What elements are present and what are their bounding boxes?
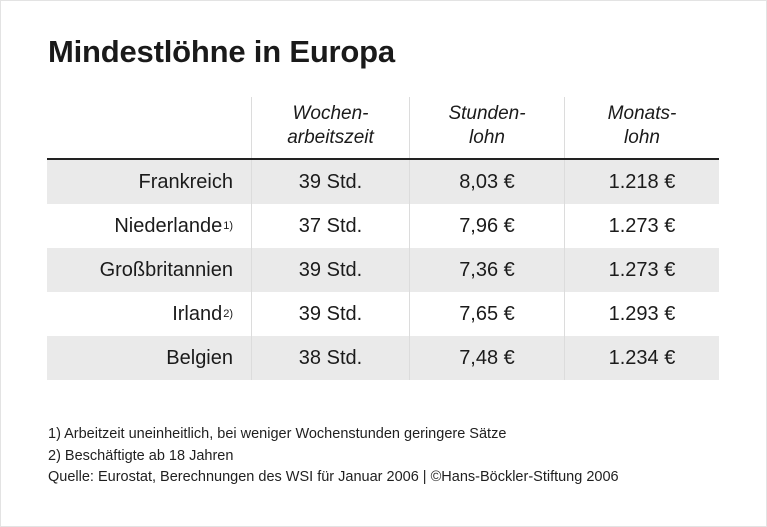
- footnote-2: 2) Beschäftigte ab 18 Jahren: [48, 447, 234, 464]
- table-row: Großbritannien 39 Std. 7,36 €1.273 €: [47, 248, 719, 292]
- weekly-hours-value: 39 Std.: [251, 292, 409, 336]
- column-header-weekly-hours-line2: arbeitszeit: [287, 127, 374, 148]
- cell-hourly-wage: 7,48 €: [409, 336, 564, 380]
- header-rule: [47, 158, 719, 160]
- hourly-wage-value: 7,96 €: [409, 204, 564, 248]
- monthly-wage-value: 1.293 €: [564, 292, 719, 336]
- monthly-wage-value: 1.234 €: [564, 336, 719, 380]
- cell-country: Irland 2): [47, 292, 251, 336]
- country-label: Großbritannien: [99, 258, 233, 281]
- cell-weekly-hours: 39 Std.: [251, 292, 409, 336]
- weekly-hours-value: 39 Std.: [251, 248, 409, 292]
- hourly-wage-value: 7,65 €: [409, 292, 564, 336]
- column-header-monthly-wage: Monats- lohn: [564, 97, 719, 158]
- column-header-hourly-wage-line1: Stunden-: [448, 103, 526, 124]
- country-label: Niederlande 1): [114, 214, 233, 237]
- minimum-wage-table: Wochen- arbeitszeit Stunden- lohn Monats…: [47, 97, 719, 380]
- hourly-wage-value: 7,48 €: [409, 336, 564, 380]
- country-label: Irland 2): [172, 302, 233, 325]
- cell-country: Frankreich: [47, 160, 251, 204]
- cell-weekly-hours: 39 Std.: [251, 160, 409, 204]
- cell-hourly-wage: 7,65 €: [409, 292, 564, 336]
- monthly-wage-value: 1.273 €: [564, 248, 719, 292]
- country-label: Belgien: [166, 346, 233, 369]
- header-rule-line: [47, 158, 719, 160]
- table-row: Irland 2) 39 Std. 7,65 €1.293 €: [47, 292, 719, 336]
- column-header-hourly-wage-line2: lohn: [469, 127, 505, 148]
- column-header-monthly-wage-line1: Monats-: [607, 103, 677, 124]
- column-header-monthly-wage-line2: lohn: [624, 127, 660, 148]
- hourly-wage-value: 8,03 €: [409, 160, 564, 204]
- cell-monthly-wage: 1.273 €: [564, 204, 719, 248]
- column-header-weekly-hours: Wochen- arbeitszeit: [251, 97, 409, 158]
- cell-hourly-wage: 7,36 €: [409, 248, 564, 292]
- weekly-hours-value: 39 Std.: [251, 160, 409, 204]
- column-header-country: [47, 97, 251, 158]
- table-row: Niederlande 1) 37 Std. 7,96 €1.273 €: [47, 204, 719, 248]
- cell-monthly-wage: 1.218 €: [564, 160, 719, 204]
- weekly-hours-value: 38 Std.: [251, 336, 409, 380]
- table-header-row: Wochen- arbeitszeit Stunden- lohn Monats…: [47, 97, 719, 158]
- table-header: Wochen- arbeitszeit Stunden- lohn Monats…: [47, 97, 719, 160]
- column-header-weekly-hours-line1: Wochen-: [292, 103, 369, 124]
- cell-hourly-wage: 7,96 €: [409, 204, 564, 248]
- cell-hourly-wage: 8,03 €: [409, 160, 564, 204]
- cell-country: Belgien: [47, 336, 251, 380]
- cell-monthly-wage: 1.293 €: [564, 292, 719, 336]
- cell-weekly-hours: 38 Std.: [251, 336, 409, 380]
- table-row: Belgien 38 Std. 7,48 €1.234 €: [47, 336, 719, 380]
- table-row: Frankreich 39 Std. 8,03 €1.218 €: [47, 160, 719, 204]
- source-line: Quelle: Eurostat, Berechnungen des WSI f…: [48, 469, 619, 485]
- cell-country: Niederlande 1): [47, 204, 251, 248]
- cell-country: Großbritannien: [47, 248, 251, 292]
- table-body: Frankreich 39 Std. 8,03 €1.218 € Niederland…: [47, 160, 719, 380]
- cell-weekly-hours: 39 Std.: [251, 248, 409, 292]
- column-header-hourly-wage: Stunden- lohn: [409, 97, 564, 158]
- footnote-1: 1) Arbeitzeit uneinheitlich, bei weniger…: [48, 426, 507, 442]
- cell-monthly-wage: 1.234 €: [564, 336, 719, 380]
- cell-weekly-hours: 37 Std.: [251, 204, 409, 248]
- page-title: Mindestlöhne in Europa: [48, 34, 395, 69]
- minimum-wage-table-container: Wochen- arbeitszeit Stunden- lohn Monats…: [47, 97, 719, 380]
- cell-monthly-wage: 1.273 €: [564, 248, 719, 292]
- footnotes: 1) Arbeitzeit uneinheitlich, bei weniger…: [48, 424, 738, 489]
- column-header-country-label: [47, 97, 251, 150]
- country-label: Frankreich: [138, 170, 233, 193]
- weekly-hours-value: 37 Std.: [251, 204, 409, 248]
- monthly-wage-value: 1.273 €: [564, 204, 719, 248]
- hourly-wage-value: 7,36 €: [409, 248, 564, 292]
- monthly-wage-value: 1.218 €: [564, 160, 719, 204]
